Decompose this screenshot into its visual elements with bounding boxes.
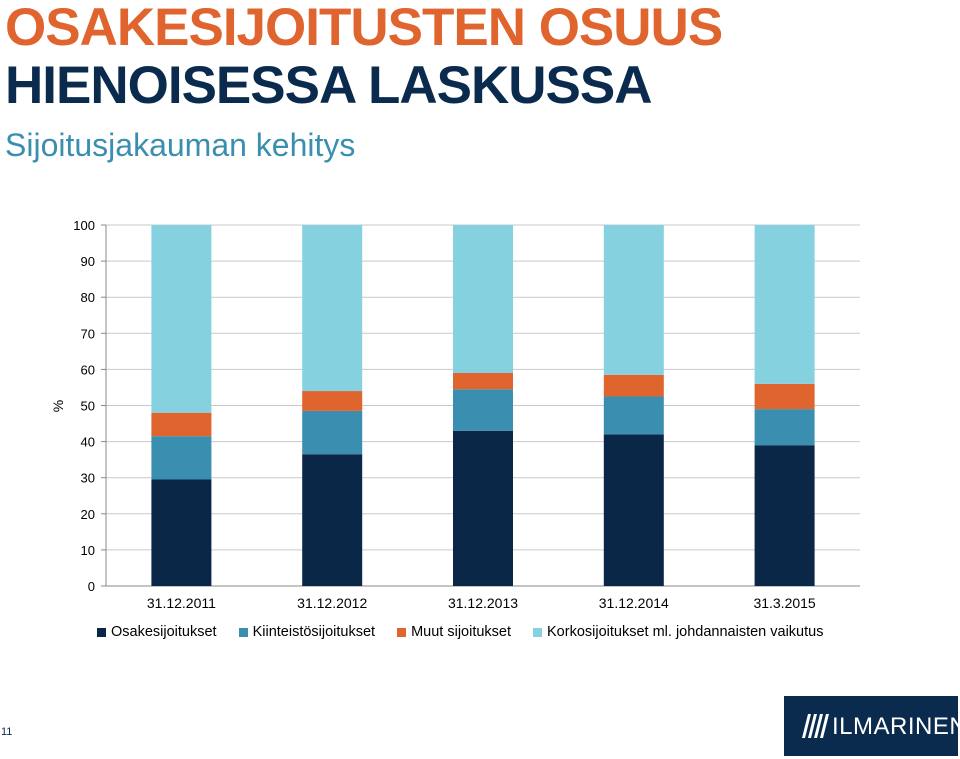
legend-swatch [97, 627, 106, 637]
x-tick-label: 31.3.2015 [753, 595, 815, 611]
x-tick-label: 31.12.2011 [147, 595, 216, 611]
legend-item-osakesijoitukset: Osakesijoitukset [97, 624, 217, 640]
y-tick-label: 60 [81, 362, 95, 377]
legend-swatch [397, 627, 407, 637]
x-tick-label: 31.12.2013 [448, 595, 518, 611]
page-number: 11 [1, 726, 13, 738]
bar-segment [302, 410, 363, 455]
legend-label: Osakesijoitukset [111, 624, 217, 640]
bar-segment [151, 225, 212, 413]
legend-swatch [238, 627, 248, 637]
legend-item-korkosijoitukset: Korkosijoitukset ml. johdannaisten vaiku… [533, 624, 823, 640]
bar-segment [754, 445, 815, 586]
y-axis-label: % [50, 400, 66, 412]
y-tick-label: 50 [81, 399, 95, 414]
y-tick-label: 0 [88, 579, 95, 594]
bar-segment [453, 373, 513, 390]
bar-segment [151, 436, 212, 480]
legend-label: Muut sijoitukset [411, 624, 512, 640]
x-tick-label: 31.12.2014 [599, 595, 669, 611]
legend-item-kiinteistosijoitukset: Kiinteistösijoitukset [238, 624, 376, 640]
legend-label: Korkosijoitukset ml. johdannaisten vaiku… [547, 624, 824, 640]
bar-segment [302, 454, 363, 586]
bar-segment [453, 225, 513, 374]
bar-segment [754, 225, 815, 384]
bar-segment [603, 434, 664, 586]
bar-segment [302, 225, 363, 392]
subtitle: Sijoitusjakauman kehitys [5, 127, 356, 163]
y-tick-label: 70 [81, 326, 95, 341]
bar-segment [603, 396, 664, 435]
title-line-1: OSAKESIJOITUSTEN OSUUS [5, 0, 723, 57]
x-tick-label: 31.12.2012 [297, 595, 367, 611]
ilmarinen-logo-icon [802, 714, 829, 738]
bar-segment [453, 430, 513, 586]
title-line-2: HIENOISESSA LASKUSSA [5, 56, 653, 115]
y-tick-label: 90 [81, 254, 95, 269]
bar-segment [453, 389, 513, 431]
bar-segment [603, 225, 664, 375]
y-tick-label: 10 [81, 543, 95, 558]
legend-item-muut-sijoitukset: Muut sijoitukset [397, 624, 511, 640]
y-tick-label: 80 [81, 290, 95, 305]
bar-segment [302, 391, 363, 411]
y-tick-label: 40 [81, 435, 95, 450]
legend-label: Kiinteistösijoitukset [252, 624, 376, 640]
y-tick-label: 20 [81, 507, 95, 522]
y-tick-label: 30 [81, 471, 95, 486]
bar-segment [754, 383, 815, 410]
bar-segment [603, 374, 664, 397]
ilmarinen-logo: ILMARINEN [784, 696, 960, 756]
y-tick-label: 100 [73, 218, 95, 233]
legend-swatch [533, 627, 543, 637]
logo-text: ILMARINEN [832, 713, 960, 740]
chart-legend: Osakesijoitukset Kiinteistösijoitukset M… [97, 624, 823, 640]
bar-segment [151, 479, 212, 586]
bar-segment [754, 409, 815, 446]
stacked-bar-chart: 0 10 20 30 40 50 60 70 80 90 100% 31.12.2011 31.12.2… [50, 218, 860, 611]
bar-segment [151, 412, 212, 437]
